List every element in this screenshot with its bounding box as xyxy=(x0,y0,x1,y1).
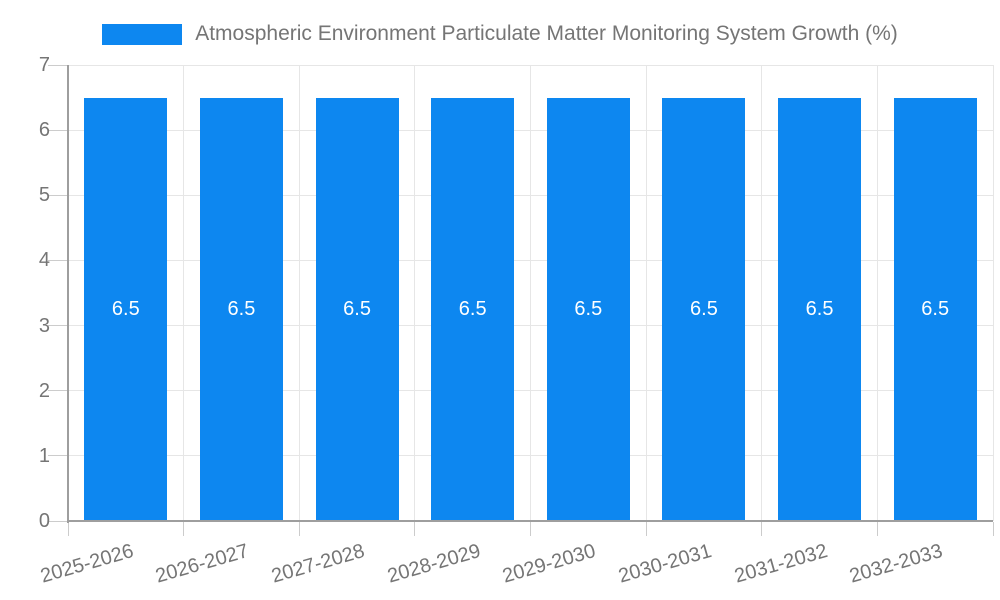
y-axis-label: 2 xyxy=(38,379,50,402)
bar-value-label: 6.5 xyxy=(805,298,834,321)
x-axis-tick xyxy=(645,522,647,536)
y-axis-tick xyxy=(48,325,68,327)
bar-value-label: 6.5 xyxy=(690,298,718,321)
bar-value-label: 6.5 xyxy=(227,298,256,321)
x-axis-tick xyxy=(530,522,531,536)
legend-swatch xyxy=(102,23,183,45)
y-axis-label: 6 xyxy=(38,119,50,142)
y-axis-label: 4 xyxy=(38,249,50,272)
gridline-vertical xyxy=(992,65,994,521)
gridline-vertical xyxy=(183,65,185,521)
bar[interactable] xyxy=(199,97,283,520)
y-axis-tick xyxy=(48,64,68,66)
gridline-vertical xyxy=(298,65,300,521)
bar[interactable] xyxy=(546,97,630,520)
bar-value-label: 6.5 xyxy=(921,298,950,321)
legend[interactable]: Atmospheric Environment Particulate Matt… xyxy=(0,21,1000,47)
gridline-vertical xyxy=(645,65,647,521)
y-axis-label: 7 xyxy=(38,54,50,76)
x-axis-tick xyxy=(876,522,878,536)
gridline-vertical xyxy=(876,65,878,521)
bar[interactable] xyxy=(431,97,515,520)
legend-label: Atmospheric Environment Particulate Matt… xyxy=(195,22,898,45)
x-axis-tick xyxy=(761,522,763,536)
y-axis-label: 3 xyxy=(38,314,50,337)
bar-value-label: 6.5 xyxy=(458,298,487,321)
y-axis-tick xyxy=(48,520,68,522)
bar-value-label: 6.5 xyxy=(343,298,371,321)
y-axis-tick xyxy=(48,129,68,131)
y-axis-label: 5 xyxy=(38,184,50,207)
gridline-vertical xyxy=(761,65,763,521)
bar[interactable] xyxy=(315,97,399,520)
y-axis-tick xyxy=(48,455,68,457)
y-axis-label: 0 xyxy=(38,510,50,532)
y-axis-tick xyxy=(48,390,68,392)
bar-value-label: 6.5 xyxy=(574,298,603,321)
bar[interactable] xyxy=(778,97,862,520)
bar-value-label: 6.5 xyxy=(111,298,140,321)
x-axis-line xyxy=(68,520,993,522)
x-axis-tick xyxy=(183,522,185,536)
bar[interactable] xyxy=(662,97,746,520)
bar[interactable] xyxy=(84,97,168,520)
gridline-vertical xyxy=(530,65,531,521)
bar[interactable] xyxy=(893,97,977,520)
x-axis-tick xyxy=(414,522,416,536)
x-axis-tick xyxy=(298,522,300,536)
gridline-vertical xyxy=(414,65,416,521)
x-axis-tick xyxy=(67,522,69,536)
y-axis-tick xyxy=(48,194,68,196)
y-axis-tick xyxy=(48,259,68,261)
x-axis-tick xyxy=(992,522,994,536)
y-axis-line xyxy=(67,65,69,523)
y-axis-label: 1 xyxy=(38,444,50,467)
